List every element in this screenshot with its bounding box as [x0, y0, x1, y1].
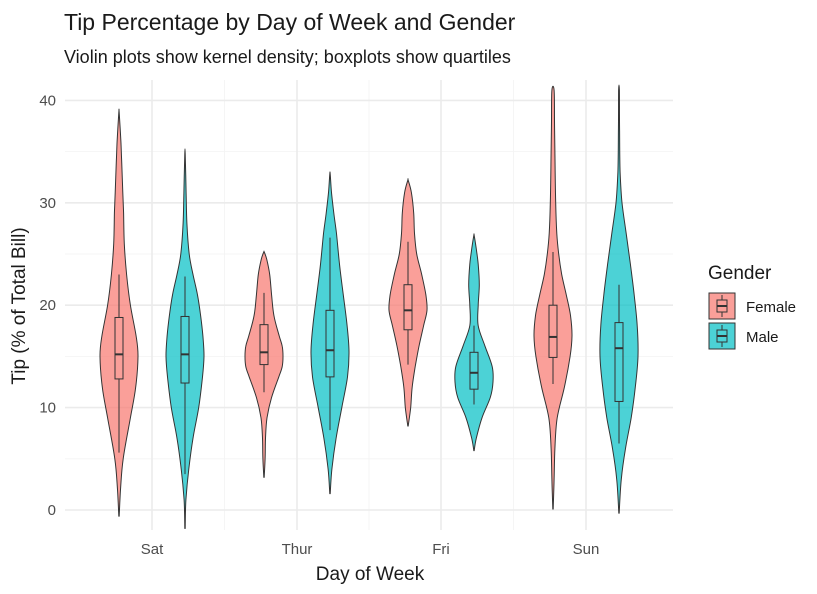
legend-title: Gender — [708, 263, 772, 284]
y-axis-ticks: 0 10 20 30 40 — [39, 92, 56, 519]
grid-lines — [65, 80, 673, 530]
legend-label: Female — [746, 299, 796, 316]
box-iqr — [614, 322, 624, 402]
y-tick-label: 30 — [39, 195, 56, 212]
x-tick-label: Sat — [141, 541, 164, 558]
legend-item: Female — [708, 292, 796, 320]
chart-subtitle: Violin plots show kernel density; boxplo… — [64, 47, 511, 67]
violin-group — [454, 233, 494, 452]
x-tick-label: Sun — [573, 541, 600, 558]
box-iqr — [469, 351, 479, 390]
legend-label: Male — [746, 329, 779, 346]
violin-group — [244, 250, 284, 478]
x-tick-label: Thur — [282, 541, 313, 558]
plot-area — [99, 84, 639, 529]
violin-group — [533, 85, 573, 510]
y-tick-label: 10 — [39, 400, 56, 417]
violin-group — [310, 171, 350, 495]
violin-shape — [310, 171, 350, 495]
y-axis-title: Tip (% of Total Bill) — [9, 227, 30, 384]
violin-group — [99, 108, 139, 517]
box-iqr — [259, 324, 269, 366]
y-tick-label: 0 — [48, 502, 56, 519]
box-iqr — [325, 309, 335, 378]
box-iqr — [403, 284, 413, 331]
violin-shape — [165, 148, 205, 529]
y-tick-label: 40 — [39, 92, 56, 109]
box-iqr — [180, 315, 190, 384]
legend: Gender Female Male — [708, 263, 796, 350]
x-axis-ticks: Sat Thur Fri Sun — [141, 541, 600, 558]
x-tick-label: Fri — [432, 541, 450, 558]
box-iqr — [114, 316, 124, 380]
violin-group — [599, 84, 639, 514]
chart-title: Tip Percentage by Day of Week and Gender — [64, 9, 516, 35]
violin-group — [165, 148, 205, 529]
violin-shape — [388, 178, 428, 427]
y-tick-label: 20 — [39, 297, 56, 314]
x-axis-title: Day of Week — [316, 564, 425, 585]
legend-item: Male — [708, 322, 779, 350]
box-iqr — [548, 304, 558, 358]
violin-group — [388, 178, 428, 427]
